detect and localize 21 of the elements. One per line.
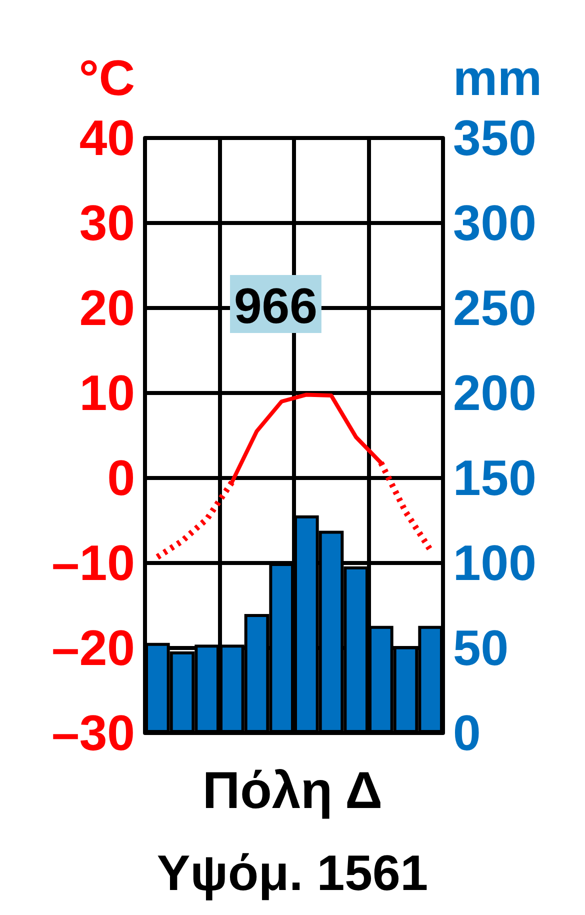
y-tick-label: –30 [52, 705, 135, 761]
y-tick-label: –10 [52, 535, 135, 591]
y2-axis-title: mm [453, 50, 542, 106]
y2-tick-label: 100 [453, 535, 536, 591]
y2-tick-label: 350 [453, 110, 536, 166]
y-tick-label: 40 [79, 110, 135, 166]
text: Υψόμ. 1561 [156, 845, 428, 901]
y-tick-label: 10 [79, 365, 135, 421]
y-tick-label: –20 [52, 620, 135, 676]
y2-tick-label: 150 [453, 450, 536, 506]
y-tick-label: 20 [79, 280, 135, 336]
y2-tick-label: 250 [453, 280, 536, 336]
y2-tick-label: 200 [453, 365, 536, 421]
y-axis-title: °C [78, 50, 135, 106]
text: Πόλη Δ [202, 762, 382, 820]
y2-tick-label: 300 [453, 195, 536, 251]
annotation: 966 [234, 278, 318, 334]
y-tick-label: 0 [107, 450, 135, 506]
y-tick-label: 30 [79, 195, 135, 251]
y2-tick-label: 50 [453, 620, 509, 676]
y2-tick-label: 0 [453, 705, 481, 761]
